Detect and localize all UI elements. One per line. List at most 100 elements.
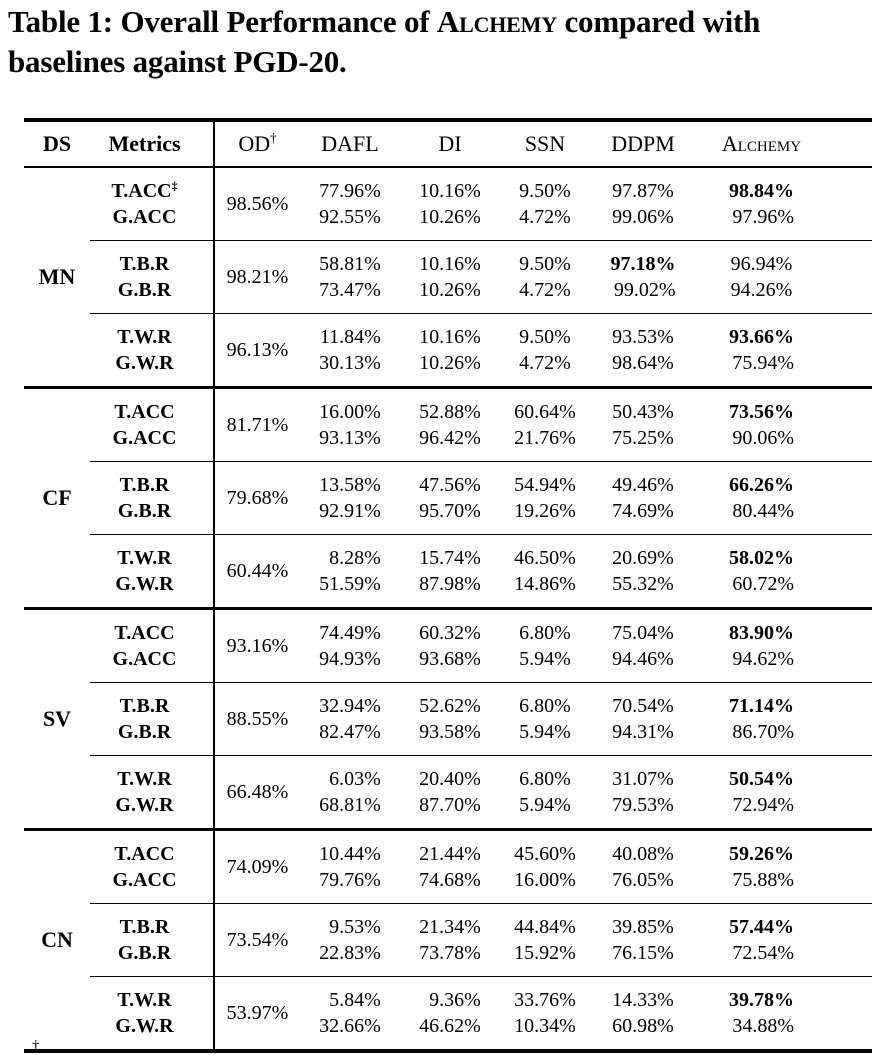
value-cell-ssn: 9.50% 4.72% bbox=[500, 313, 590, 388]
metric-label: G.B.R bbox=[117, 721, 172, 743]
value-cell-alchemy: 71.14% 86.70% bbox=[696, 682, 872, 756]
value-cell-alchemy: 59.26% 75.88% bbox=[696, 828, 872, 904]
metric-label: G.ACC bbox=[112, 869, 177, 891]
cell-value: 44.84% bbox=[514, 916, 576, 938]
od-value: 93.16% bbox=[214, 607, 300, 683]
value-cell-di: 10.16% 10.26% bbox=[400, 240, 500, 314]
table-row: CN T.ACC G.ACC 74.09% 10.44% 79.76% 21.44% 74.6… bbox=[24, 828, 872, 1051]
cell-value: 93.58% bbox=[419, 721, 481, 743]
cell-value: 11.84% bbox=[319, 326, 381, 348]
cell-value: 33.76% bbox=[514, 989, 576, 1011]
cell-value: 5.84% bbox=[329, 989, 381, 1011]
column-header-di: DI bbox=[438, 131, 462, 156]
table-row: T.W.R G.W.R 60.44% 8.28% 51.59% 15.74% 87.98% 4… bbox=[24, 534, 872, 609]
value-cell-ddpm: 75.04% 94.46% bbox=[590, 607, 696, 683]
od-value: 79.68% bbox=[214, 461, 300, 535]
cell-value: 74.68% bbox=[419, 869, 481, 891]
cell-value: 94.46% bbox=[612, 648, 674, 670]
value-cell-ddpm: 97.18% 99.02% bbox=[590, 240, 696, 314]
cell-value: 30.13% bbox=[319, 352, 381, 374]
cell-value: 5.94% bbox=[519, 648, 571, 670]
cell-value: 9.50% bbox=[519, 180, 571, 202]
cell-value: 32.94% bbox=[319, 695, 381, 717]
value-cell-ddpm: 40.08% 76.05% bbox=[590, 828, 696, 904]
cell-value: 93.13% bbox=[319, 427, 381, 449]
cell-value: 79.53% bbox=[612, 794, 674, 816]
cell-value: 21.44% bbox=[419, 843, 481, 865]
metric-label: G.W.R bbox=[115, 352, 174, 374]
od-value: 96.13% bbox=[214, 313, 300, 388]
cell-value: 58.02% bbox=[729, 547, 794, 569]
cell-value: 6.03% bbox=[329, 768, 381, 790]
cell-value: 75.94% bbox=[732, 352, 794, 374]
value-cell-dafl: 9.53% 22.83% bbox=[300, 903, 400, 977]
cell-value: 16.00% bbox=[514, 869, 576, 891]
cell-value: 10.16% bbox=[419, 180, 481, 202]
value-cell-dafl: 77.96% 92.55% bbox=[300, 167, 400, 241]
metrics-cell: T.W.R G.W.R bbox=[90, 976, 215, 1051]
metric-label: T.B.R bbox=[119, 474, 170, 496]
cell-value: 9.36% bbox=[429, 989, 481, 1011]
cell-value: 21.34% bbox=[419, 916, 481, 938]
cell-value: 73.47% bbox=[319, 279, 381, 301]
metric-label: G.ACC bbox=[112, 648, 177, 670]
value-cell-alchemy: 58.02% 60.72% bbox=[696, 534, 872, 609]
value-cell-di: 60.32% 93.68% bbox=[400, 607, 500, 683]
value-cell-ssn: 60.64% 21.76% bbox=[500, 386, 590, 462]
dataset-label: CN bbox=[24, 828, 90, 1051]
cell-value: 72.94% bbox=[732, 794, 794, 816]
cell-value: 70.54% bbox=[612, 695, 674, 717]
cell-value: 14.86% bbox=[514, 573, 576, 595]
footnote-dagger-mark: † bbox=[32, 1038, 40, 1054]
metric-label: G.W.R bbox=[115, 794, 174, 816]
cell-value: 20.69% bbox=[612, 547, 674, 569]
cell-value: 90.06% bbox=[732, 427, 794, 449]
value-cell-alchemy: 93.66% 75.94% bbox=[696, 313, 872, 388]
cell-value: 83.90% bbox=[729, 622, 794, 644]
cell-value: 75.25% bbox=[612, 427, 674, 449]
cell-value: 98.84% bbox=[729, 180, 794, 202]
od-value: 66.48% bbox=[214, 755, 300, 830]
metric-label: G.B.R bbox=[117, 500, 172, 522]
value-cell-alchemy: 39.78% 34.88% bbox=[696, 976, 872, 1051]
od-value: 60.44% bbox=[214, 534, 300, 609]
metric-label: T.W.R bbox=[117, 768, 172, 790]
value-cell-ddpm: 14.33% 60.98% bbox=[590, 976, 696, 1051]
cell-value: 32.66% bbox=[319, 1015, 381, 1037]
cell-value: 75.04% bbox=[612, 622, 674, 644]
metric-label: G.ACC bbox=[112, 206, 177, 228]
cell-value: 76.05% bbox=[612, 869, 674, 891]
cell-value: 19.26% bbox=[514, 500, 576, 522]
metrics-cell: T.B.R G.B.R bbox=[90, 682, 215, 756]
cell-value: 60.64% bbox=[514, 401, 576, 423]
cell-value: 21.76% bbox=[514, 427, 576, 449]
value-cell-dafl: 74.49% 94.93% bbox=[300, 607, 400, 683]
value-cell-ssn: 6.80% 5.94% bbox=[500, 607, 590, 683]
cell-value: 94.26% bbox=[730, 279, 793, 301]
cell-value: 86.70% bbox=[732, 721, 794, 743]
metric-label: T.ACC‡ bbox=[111, 178, 178, 202]
dataset-label: SV bbox=[24, 607, 90, 830]
cell-value: 92.55% bbox=[319, 206, 381, 228]
value-cell-di: 52.88% 96.42% bbox=[400, 386, 500, 462]
cell-value: 15.92% bbox=[514, 942, 576, 964]
cell-value: 39.78% bbox=[729, 989, 794, 1011]
value-cell-ssn: 46.50% 14.86% bbox=[500, 534, 590, 609]
table-row: T.B.R G.B.R 88.55% 32.94% 82.47% 52.62% 93.58%… bbox=[24, 682, 872, 756]
cell-value: 94.62% bbox=[732, 648, 794, 670]
cell-value: 14.33% bbox=[612, 989, 674, 1011]
metric-label: T.ACC bbox=[114, 843, 175, 865]
cell-value: 76.15% bbox=[612, 942, 674, 964]
value-cell-ddpm: 50.43% 75.25% bbox=[590, 386, 696, 462]
cell-value: 8.28% bbox=[329, 547, 381, 569]
cell-value: 50.43% bbox=[612, 401, 674, 423]
value-cell-dafl: 6.03% 68.81% bbox=[300, 755, 400, 830]
cell-value: 92.91% bbox=[319, 500, 381, 522]
column-header-alchemy: Alchemy bbox=[721, 131, 802, 156]
table-row: T.W.R G.W.R 96.13% 11.84% 30.13% 10.16% 10.26%… bbox=[24, 313, 872, 388]
value-cell-alchemy: 57.44% 72.54% bbox=[696, 903, 872, 977]
caption-suffix: compared with baselines against PGD-20. bbox=[8, 4, 761, 79]
cell-value: 77.96% bbox=[319, 180, 381, 202]
value-cell-di: 21.44% 74.68% bbox=[400, 828, 500, 904]
table-row: MN T.ACC‡ G.ACC 98.56% 77.96% 92.55% 10.16% 10.… bbox=[24, 167, 872, 289]
